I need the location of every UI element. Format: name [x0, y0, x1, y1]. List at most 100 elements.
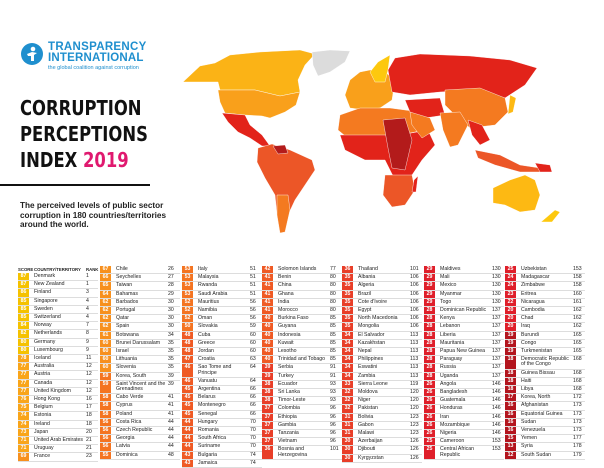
table-row: 58 Poland 41: [100, 410, 180, 419]
score-cell: 78: [18, 355, 29, 363]
rank-cell: 66: [250, 402, 256, 409]
table-row: 26 Honduras 146: [424, 405, 504, 414]
rank-cell: 130: [492, 282, 501, 289]
score-cell: 60: [100, 339, 111, 348]
table-row: 45 Senegal 66: [182, 410, 262, 419]
country-cell: Hungary: [198, 418, 218, 425]
rank-cell: 39: [168, 372, 174, 379]
country-cell: Solomon Islands: [278, 266, 317, 272]
country-cell: Australia: [34, 363, 55, 370]
score-cell: 45: [182, 410, 193, 418]
table-row: 32 Moldova 120: [342, 389, 422, 398]
table-row: 71 United Arab Emirates 21: [18, 437, 98, 446]
table-row: 34 Philippines 113: [342, 356, 422, 365]
score-cell: 52: [182, 307, 193, 315]
score-cell: 53: [182, 290, 193, 298]
score-cell: 61: [100, 331, 111, 339]
score-cell: 40: [262, 323, 273, 331]
rank-cell: 63: [250, 356, 256, 363]
rank-cell: 70: [250, 427, 256, 434]
table-row: 74 Estonia 18: [18, 412, 98, 421]
rank-cell: 162: [573, 315, 582, 322]
table-row: 40 Burkina Faso 85: [262, 315, 342, 324]
score-cell: 52: [182, 298, 193, 307]
score-cell: 71: [18, 437, 29, 445]
score-cell: 16: [505, 410, 516, 418]
score-cell: 26: [424, 380, 435, 389]
country-cell: Sri Lanka: [278, 389, 300, 396]
table-row: 86 Finland 3: [18, 289, 98, 298]
score-cell: 29: [424, 274, 435, 282]
rank-cell: 172: [573, 394, 582, 401]
table-row: 28 Paraguay 137: [424, 356, 504, 365]
score-cell: 85: [18, 305, 29, 314]
country-cell: Nepal: [358, 348, 372, 355]
score-cell: 34: [342, 331, 353, 339]
table-row: 84 Norway 7: [18, 322, 98, 331]
table-row: 87 Denmark 1: [18, 273, 98, 282]
rank-cell: 70: [250, 435, 256, 442]
map-japan: [507, 94, 517, 115]
country-cell: Kyrgyzstan: [358, 454, 384, 461]
table-row: 48 Greece 60: [182, 339, 262, 349]
country-cell: New Zealand: [34, 281, 65, 288]
country-cell: Montenegro: [198, 402, 226, 409]
table-row: 44 Romania 70: [182, 427, 262, 436]
rank-cell: 153: [492, 446, 501, 453]
table-row: 41 China 80: [262, 282, 342, 291]
rank-cell: 120: [410, 405, 419, 412]
score-cell: 20: [505, 315, 516, 323]
rank-cell: 66: [250, 394, 256, 401]
score-cell: 31: [342, 430, 353, 438]
rank-cell: 96: [330, 413, 336, 420]
score-cell: 20: [505, 307, 516, 315]
map-russia: [387, 53, 538, 99]
rank-cell: 106: [410, 274, 419, 281]
score-cell: 28: [424, 348, 435, 356]
country-cell: Venezuela: [521, 427, 546, 434]
table-row: 69 France 23: [18, 453, 98, 462]
map-new-zealand: [540, 209, 561, 223]
table-row: 31 Bolivia 123: [342, 413, 422, 422]
rank-cell: 137: [492, 339, 501, 346]
country-cell: Ireland: [34, 420, 50, 427]
rank-cell: 30: [168, 323, 174, 330]
rank-cell: 153: [573, 266, 582, 272]
rank-cell: 80: [330, 282, 336, 289]
map-mexico: [221, 112, 271, 147]
score-cell: 69: [18, 453, 29, 461]
map-venezuela: [272, 144, 289, 155]
rank-cell: 91: [330, 364, 336, 371]
country-cell: Iraq: [521, 323, 530, 330]
table-row: 26 Bangladesh 146: [424, 389, 504, 398]
table-row: 28 Uganda 137: [424, 372, 504, 381]
score-cell: 48: [182, 339, 193, 348]
score-cell: 53: [182, 282, 193, 290]
rank-cell: 35: [168, 356, 174, 363]
ti-globe-figure-icon: [21, 43, 43, 65]
rank-cell: 85: [330, 356, 336, 363]
table-row: 78 Iceland 11: [18, 355, 98, 364]
table-row: 20 Cambodia 162: [505, 307, 585, 316]
rank-cell: 80: [330, 298, 336, 305]
rank-cell: 12: [86, 387, 92, 394]
score-cell: 25: [505, 266, 516, 274]
rank-cell: 4: [86, 297, 89, 304]
rank-cell: 160: [573, 290, 582, 297]
rank-cell: 8: [86, 330, 89, 337]
country-cell: Belarus: [198, 394, 216, 401]
rank-cell: 80: [330, 274, 336, 281]
score-cell: 16: [505, 402, 516, 410]
score-cell: 60: [100, 356, 111, 364]
rank-cell: 56: [250, 315, 256, 322]
table-row: 45 Belarus 66: [182, 394, 262, 403]
table-row: 29 Mexico 130: [424, 282, 504, 291]
table-row: 15 Yemen 177: [505, 435, 585, 444]
table-row: 85 Sweden 4: [18, 305, 98, 315]
country-cell: France: [34, 453, 51, 460]
table-row: 75 Belgium 17: [18, 404, 98, 413]
country-cell: Rwanda: [198, 282, 218, 289]
rank-cell: 168: [573, 356, 582, 363]
score-cell: 31: [342, 421, 353, 430]
rank-cell: 26: [168, 266, 174, 272]
